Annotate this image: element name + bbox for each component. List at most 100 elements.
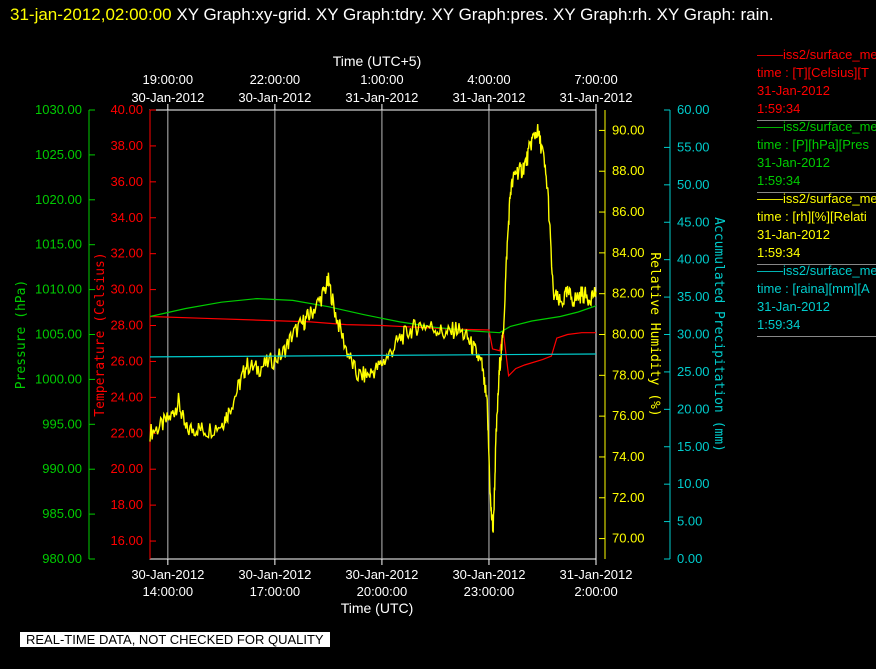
- chart-title: 31-jan-2012,02:00:00 XY Graph:xy-grid. X…: [10, 2, 870, 28]
- temperature-tick-label: 28.00: [110, 318, 143, 333]
- title-graphs: XY Graph:xy-grid. XY Graph:tdry. XY Grap…: [171, 5, 774, 24]
- pressure-tick-label: 1030.00: [35, 102, 82, 117]
- legend-date: 31-Jan-2012: [757, 155, 830, 170]
- precip-tick-label: 55.00: [677, 139, 710, 154]
- pressure-tick-label: 1010.00: [35, 282, 82, 297]
- x-tick-label: 23:00:00: [464, 584, 515, 599]
- humidity-tick-label: 80.00: [612, 327, 645, 342]
- x-tick-label: 14:00:00: [143, 584, 194, 599]
- x-tick-label: 30-Jan-2012: [238, 567, 311, 582]
- precip-tick-label: 20.00: [677, 401, 710, 416]
- pressure-tick-label: 1005.00: [35, 327, 82, 342]
- precip-tick-label: 5.00: [677, 514, 702, 529]
- humidity-tick-label: 82.00: [612, 286, 645, 301]
- pressure-tick-label: 990.00: [42, 461, 82, 476]
- precip-tick-label: 45.00: [677, 214, 710, 229]
- precip-tick-label: 10.00: [677, 476, 710, 491]
- top-tick-label: 30-Jan-2012: [238, 90, 311, 105]
- legend-line: ——iss2/surface_me: [757, 47, 876, 62]
- legend-date: 31-Jan-2012: [757, 227, 830, 242]
- pressure-tick-label: 980.00: [42, 551, 82, 566]
- humidity-series-line: [149, 124, 597, 533]
- top-tick-label: 31-Jan-2012: [452, 90, 525, 105]
- top-tick-label: 19:00:00: [143, 72, 194, 87]
- precip-tick-label: 30.00: [677, 327, 710, 342]
- legend-vars: time : [T][Celsius][T: [757, 65, 869, 80]
- x-tick-label: 30-Jan-2012: [452, 567, 525, 582]
- legend-time: 1:59:34: [757, 101, 801, 116]
- top-tick-label: 31-Jan-2012: [345, 90, 418, 105]
- temperature-tick-label: 30.00: [110, 282, 143, 297]
- temperature-tick-label: 16.00: [110, 533, 143, 548]
- humidity-tick-label: 76.00: [612, 408, 645, 423]
- top-tick-label: 1:00:00: [360, 72, 403, 87]
- legend-time: 1:59:34: [757, 317, 801, 332]
- legend-vars: time : [P][hPa][Pres: [757, 137, 869, 152]
- temperature-tick-label: 18.00: [110, 497, 143, 512]
- temperature-tick-label: 22.00: [110, 425, 143, 440]
- x-tick-label: 31-Jan-2012: [560, 567, 633, 582]
- humidity-axis-title: Relative Humidity (%): [647, 252, 662, 416]
- pressure-tick-label: 995.00: [42, 416, 82, 431]
- top-tick-label: 30-Jan-2012: [131, 90, 204, 105]
- legend-time: 1:59:34: [757, 245, 801, 260]
- temperature-tick-label: 40.00: [110, 102, 143, 117]
- legend-line: ——iss2/surface_me: [757, 191, 876, 206]
- precip-tick-label: 40.00: [677, 252, 710, 267]
- x-axis-label: Time (UTC): [341, 600, 414, 616]
- title-timestamp: 31-jan-2012,02:00:00: [10, 5, 172, 24]
- pressure-tick-label: 985.00: [42, 506, 82, 521]
- temperature-tick-label: 34.00: [110, 210, 143, 225]
- legend-line: ——iss2/surface_me: [757, 263, 876, 278]
- legend-date: 31-Jan-2012: [757, 299, 830, 314]
- x-tick-label: 20:00:00: [357, 584, 408, 599]
- precip-tick-label: 15.00: [677, 439, 710, 454]
- pressure-tick-label: 1025.00: [35, 147, 82, 162]
- pressure-tick-label: 1015.00: [35, 237, 82, 252]
- humidity-tick-label: 70.00: [612, 531, 645, 546]
- x-tick-label: 2:00:00: [574, 584, 617, 599]
- temperature-axis-title: Temperature (Celsius): [93, 252, 108, 416]
- precip-tick-label: 35.00: [677, 289, 710, 304]
- temperature-tick-label: 38.00: [110, 138, 143, 153]
- legend-line: ——iss2/surface_me: [757, 119, 876, 134]
- temperature-tick-label: 36.00: [110, 174, 143, 189]
- humidity-tick-label: 72.00: [612, 490, 645, 505]
- precip-axis-title: Accumulated Precipitation (mm): [711, 217, 726, 452]
- precip-tick-label: 50.00: [677, 177, 710, 192]
- top-tick-label: 22:00:00: [250, 72, 301, 87]
- temperature-tick-label: 20.00: [110, 461, 143, 476]
- humidity-tick-label: 90.00: [612, 122, 645, 137]
- legend-date: 31-Jan-2012: [757, 83, 830, 98]
- temperature-series-line: [149, 315, 596, 378]
- precip-tick-label: 0.00: [677, 551, 702, 566]
- quality-notice: REAL-TIME DATA, NOT CHECKED FOR QUALITY: [20, 632, 330, 647]
- temperature-tick-label: 24.00: [110, 389, 143, 404]
- precip-series-line: [149, 353, 597, 358]
- temperature-tick-label: 26.00: [110, 353, 143, 368]
- top-axis-label: Time (UTC+5): [333, 53, 422, 69]
- plot-frame: [149, 109, 597, 560]
- legend-time: 1:59:34: [757, 173, 801, 188]
- precip-tick-label: 60.00: [677, 102, 710, 117]
- pressure-series-line: [149, 297, 597, 334]
- x-tick-label: 30-Jan-2012: [131, 567, 204, 582]
- x-tick-label: 30-Jan-2012: [345, 567, 418, 582]
- temperature-tick-label: 32.00: [110, 246, 143, 261]
- pressure-tick-label: 1020.00: [35, 192, 82, 207]
- humidity-tick-label: 88.00: [612, 163, 645, 178]
- humidity-tick-label: 74.00: [612, 449, 645, 464]
- top-tick-label: 7:00:00: [574, 72, 617, 87]
- top-tick-label: 4:00:00: [467, 72, 510, 87]
- top-tick-label: 31-Jan-2012: [560, 90, 633, 105]
- legend-vars: time : [rh][%][Relati: [757, 209, 867, 224]
- legend-vars: time : [raina][mm][A: [757, 281, 870, 296]
- precip-tick-label: 25.00: [677, 364, 710, 379]
- x-tick-label: 17:00:00: [250, 584, 301, 599]
- pressure-tick-label: 1000.00: [35, 371, 82, 386]
- pressure-axis-title: Pressure (hPa): [14, 280, 29, 390]
